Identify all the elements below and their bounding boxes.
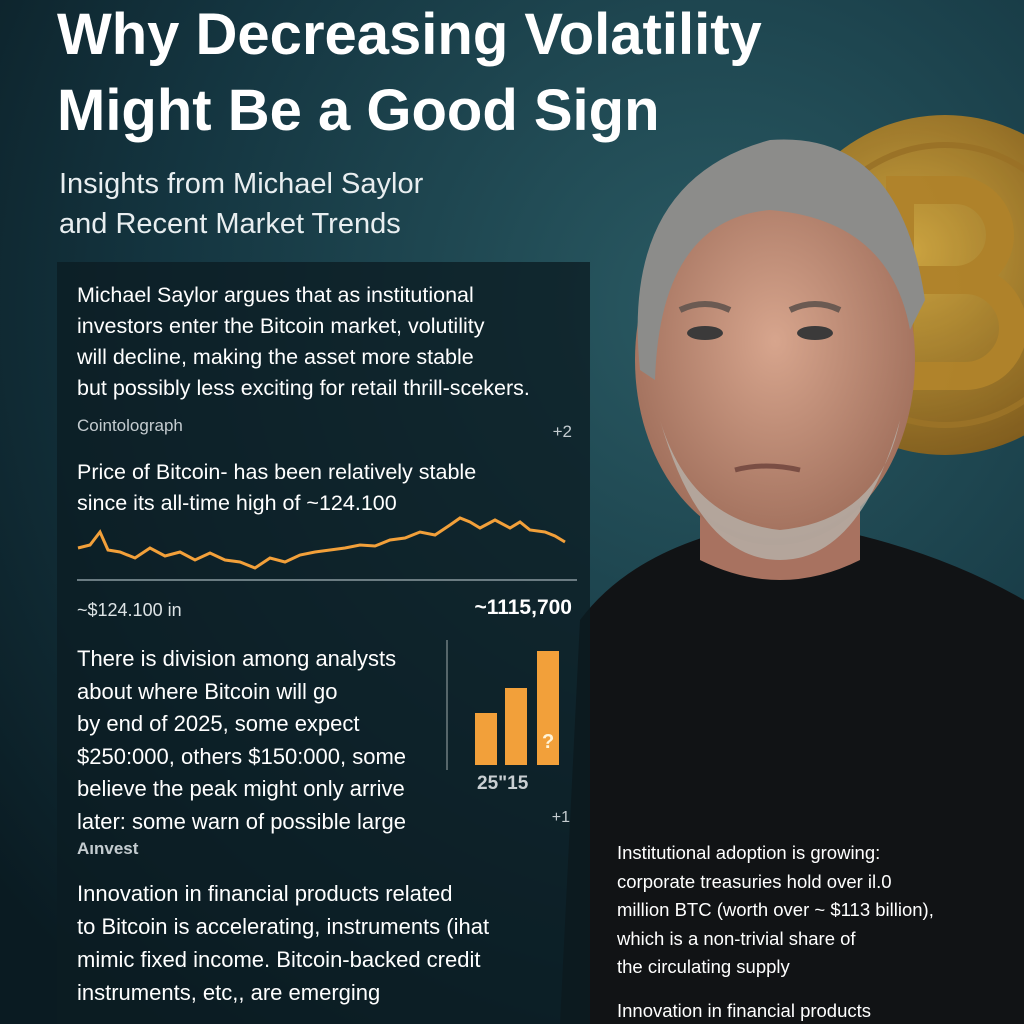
axis-label: ~1115,700: [474, 596, 572, 619]
side-text: Institutional adoption is growing:: [617, 842, 881, 863]
side-text: corporate treasuries hold over il.0: [617, 870, 892, 892]
side-text: the circulating supply: [617, 956, 790, 977]
body-text: by end of 2025, some expect: [77, 711, 360, 736]
price-sparkline: [77, 516, 566, 570]
bar-label: 25"15: [477, 773, 529, 794]
body-text: will decline, making the asset more stab…: [77, 345, 474, 369]
badge: +2: [552, 422, 572, 441]
bar-mark: ?: [542, 731, 555, 753]
side-text: million BTC (worth over ~ $113 billion),: [617, 899, 934, 920]
side-text: which is a non-trivial share of: [617, 927, 856, 949]
body-text: Price of Bitcoin- has been relatively st…: [77, 460, 477, 484]
subtitle: and Recent Market Trends: [59, 208, 401, 240]
body-text: later: some warn of possible large: [77, 808, 406, 834]
body-text: investors enter the Bitcoin market, volu…: [77, 314, 485, 338]
badge: +1: [551, 809, 570, 826]
title: Might Be a Good Sign: [57, 78, 660, 143]
body-text: There is division among analysts: [77, 646, 397, 671]
portrait: [560, 139, 1024, 1024]
bar: [475, 713, 497, 765]
title: Why Decreasing Volatility: [57, 2, 762, 67]
body-text: about where Bitcoin will go: [77, 678, 338, 704]
axis-label: ~$124.100 in: [77, 600, 182, 620]
bar: [537, 651, 559, 765]
body-text: to Bitcoin is accelerating, instruments …: [77, 914, 490, 939]
body-text: $250:000, others $150:000, some: [77, 743, 407, 769]
body-text: instruments, etc,, are emerging: [77, 980, 381, 1005]
source: Cointolograph: [77, 416, 183, 435]
source: Aınvest: [77, 839, 139, 858]
body-text: Michael Saylor argues that as institutio…: [77, 283, 474, 307]
body-text: Innovation in financial products related: [77, 881, 453, 906]
body-text: since its all-time high of ~124.100: [77, 491, 397, 515]
side-text: Innovation in financial products: [617, 1000, 872, 1021]
bar: [505, 688, 527, 765]
panel: [57, 262, 590, 1024]
subtitle: Insights from Michael Saylor: [59, 168, 424, 200]
body-text: believe the peak might only arrive: [77, 776, 405, 801]
body-text: but possibly less exciting for retail th…: [77, 376, 530, 400]
body-text: mimic fixed income. Bitcoin-backed credi…: [77, 947, 481, 972]
